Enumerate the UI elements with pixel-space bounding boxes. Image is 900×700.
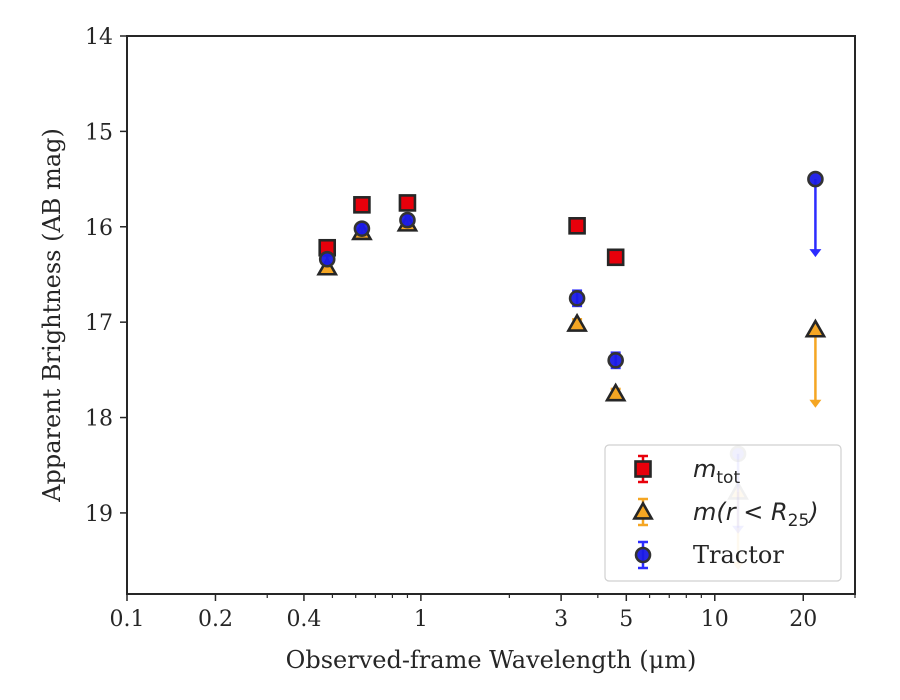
legend-label: m(r < R25): [693, 498, 819, 531]
y-tick-label: 16: [85, 216, 113, 241]
plot-frame: [126, 35, 856, 595]
data-point-square: [398, 194, 417, 212]
x-tick-label: 0.4: [286, 607, 321, 632]
y-tick-label: 15: [85, 120, 113, 145]
x-tick-label: 3: [554, 607, 568, 632]
x-tick-label: 10: [701, 607, 729, 632]
x-tick-label: 20: [789, 607, 817, 632]
data-point-square: [353, 196, 371, 214]
legend-label: mtot: [693, 455, 740, 488]
data-point-triangle: [804, 318, 827, 338]
series-square: [318, 194, 625, 267]
x-tick-label: 0.2: [198, 607, 233, 632]
data-point-triangle: [604, 382, 627, 402]
legend-marker-triangle: [632, 500, 654, 520]
data-point-circle: [568, 290, 586, 307]
upper-limit-arrowhead: [809, 249, 822, 258]
y-tick-label: 19: [85, 502, 113, 527]
x-tick-label: 1: [414, 607, 428, 632]
y-axis-label: Apparent Brightness (AB mag): [38, 128, 66, 503]
data-point-circle: [607, 352, 624, 369]
data-point-circle: [318, 250, 336, 268]
axis-ticks: 0.1 0.2 0.4 1 3 5 10 20 14 15 16 17 18 19: [85, 25, 856, 632]
data-point-triangle: [566, 312, 588, 332]
legend-label: Tractor: [693, 541, 784, 569]
x-tick-label: 5: [619, 607, 633, 632]
y-tick-label: 17: [85, 311, 113, 336]
legend-box: [604, 444, 842, 582]
y-tick-label: 18: [85, 407, 113, 432]
legend: mtot m(r < R25) Tractor: [604, 444, 842, 582]
data-point-circle: [399, 211, 416, 229]
legend-marker-circle: [634, 546, 652, 564]
upper-limit-arrowhead: [809, 399, 822, 408]
x-tick-label: 0.1: [110, 607, 145, 632]
data-point-square: [568, 217, 586, 235]
data-point-circle: [353, 220, 371, 237]
y-tick-label: 14: [85, 25, 113, 50]
x-axis-label: Observed-frame Wavelength (μm): [286, 646, 697, 674]
data-point-circle: [807, 170, 824, 188]
legend-marker-square: [634, 460, 652, 478]
data-point-square: [606, 248, 625, 267]
